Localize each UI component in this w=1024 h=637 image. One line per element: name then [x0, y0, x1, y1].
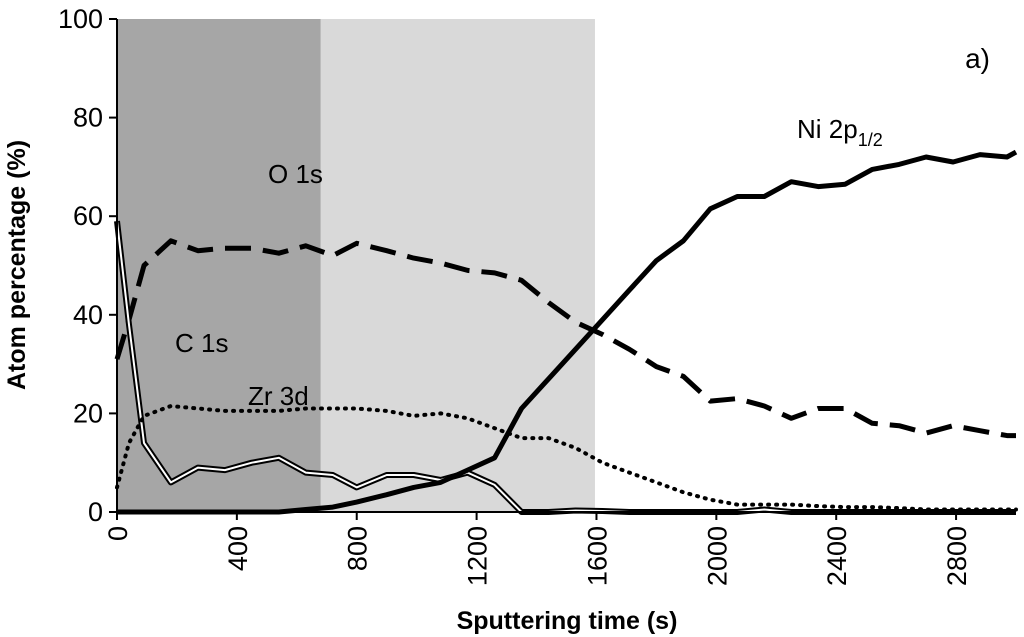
- annotation-ni2p-sub: 1/2: [858, 130, 883, 150]
- y-tick-label: 100: [58, 4, 103, 34]
- series-line-o-1s: [114, 238, 1016, 439]
- annotation-ni2p: Ni 2p1/2: [797, 114, 883, 150]
- panel-label: a): [965, 43, 990, 74]
- y-tick-label: 80: [73, 103, 103, 133]
- annotation-o1s: O 1s: [268, 159, 323, 189]
- x-tick-label: 0: [103, 526, 133, 541]
- annotation-ni2p-main: Ni 2p: [797, 114, 858, 144]
- x-tick-label: 1600: [582, 526, 612, 586]
- shaded-region-0: [117, 19, 321, 512]
- axes: [116, 19, 1016, 513]
- y-tick-label: 60: [73, 201, 103, 231]
- y-tick-label: 40: [73, 300, 103, 330]
- x-axis-title: Sputtering time (s): [457, 607, 678, 635]
- x-tick-label: 800: [343, 526, 373, 571]
- annotation-c1s: C 1s: [175, 328, 228, 358]
- x-tick-label: 2800: [942, 526, 972, 586]
- annotation-zr3d: Zr 3d: [248, 381, 309, 411]
- x-tick-label: 2000: [702, 526, 732, 586]
- y-tick-label: 0: [88, 497, 103, 527]
- x-tick-label: 2400: [822, 526, 852, 586]
- x-tick-label: 1200: [463, 526, 493, 586]
- series-line-zr-3d: [115, 404, 1018, 512]
- y-axis-title: Atom percentage (%): [3, 140, 31, 390]
- y-tick-label: 20: [73, 398, 103, 428]
- ticks: 0 20 40 60 80 100 0 400 800 1200 1600 2000 2400 2800: [58, 4, 972, 586]
- x-tick-label: 400: [223, 526, 253, 571]
